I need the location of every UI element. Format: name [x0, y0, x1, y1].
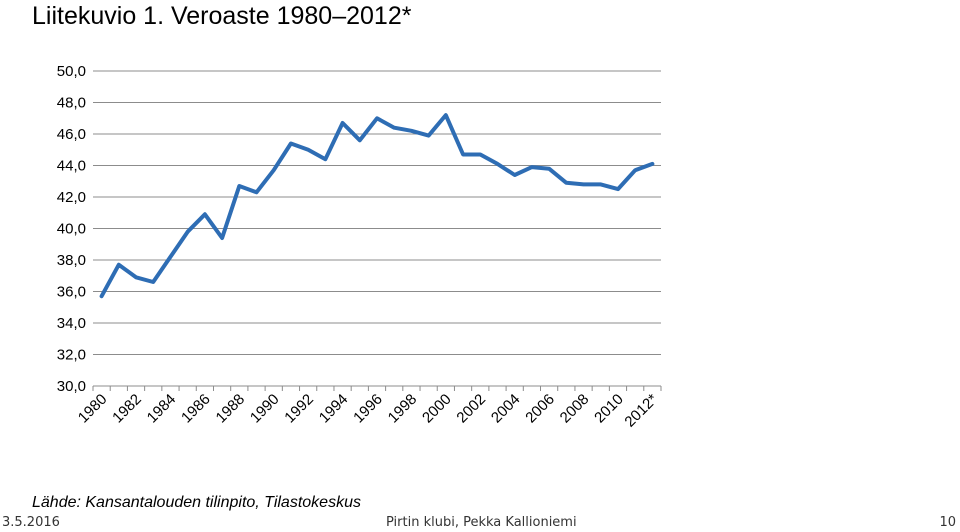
x-tick-label: 2010: [591, 391, 627, 427]
x-tick-label: 1996: [350, 391, 386, 427]
y-tick-label: 48,0: [57, 95, 86, 112]
data-point: [135, 276, 137, 278]
data-point: [634, 169, 636, 171]
data-point: [101, 295, 103, 297]
x-axis-tick-labels: 1980198219841986198819901992199419961998…: [75, 391, 662, 431]
data-point: [169, 256, 171, 258]
data-point: [514, 174, 516, 176]
data-point: [496, 163, 498, 165]
x-tick-label: 2012*: [621, 391, 661, 431]
data-point: [342, 122, 344, 124]
source-note: Lähde: Kansantalouden tilinpito, Tilasto…: [32, 494, 361, 511]
y-tick-label: 40,0: [57, 221, 86, 238]
x-tick-label: 1988: [213, 391, 249, 427]
data-point: [152, 281, 154, 283]
data-point: [410, 130, 412, 132]
data-point: [548, 168, 550, 170]
y-tick-label: 30,0: [57, 378, 86, 395]
data-point: [428, 135, 430, 137]
data-point: [273, 169, 275, 171]
data-point: [204, 213, 206, 215]
y-tick-label: 46,0: [57, 126, 86, 143]
page-title: Liitekuvio 1. Veroaste 1980–2012*: [32, 2, 412, 30]
x-tick-label: 1990: [247, 391, 283, 427]
y-tick-label: 50,0: [57, 63, 86, 80]
data-point: [393, 127, 395, 129]
series-layer: [99, 113, 655, 299]
footer-page-number: 10: [939, 515, 956, 530]
y-tick-label: 36,0: [57, 284, 86, 301]
x-tick-label: 1992: [281, 391, 317, 427]
y-tick-label: 34,0: [57, 315, 86, 332]
data-point: [307, 149, 309, 151]
x-tick-label: 1980: [75, 391, 111, 427]
x-tick-label: 1982: [109, 391, 145, 427]
gridlines: [93, 70, 661, 355]
line-chart: 30,0 32,0 34,0 36,0 38,0 40,0 42,0 44,0 46,0 48,0…: [57, 63, 662, 431]
data-point: [118, 264, 120, 266]
x-tick-label: 1986: [178, 391, 214, 427]
footer-date: 3.5.2016: [2, 515, 60, 530]
x-tick-label: 1994: [316, 391, 352, 427]
y-tick-label: 42,0: [57, 189, 86, 206]
data-point: [187, 231, 189, 233]
x-tick-label: 1984: [144, 391, 180, 427]
y-tick-label: 38,0: [57, 252, 86, 269]
data-point: [256, 191, 258, 193]
data-point: [565, 182, 567, 184]
x-axis: [92, 385, 662, 391]
y-tick-label: 32,0: [57, 347, 86, 364]
data-point: [617, 188, 619, 190]
data-point: [221, 237, 223, 239]
y-axis-tick-labels: 30,0 32,0 34,0 36,0 38,0 40,0 42,0 44,0 46,0 48,0…: [57, 63, 86, 395]
x-tick-label: 2006: [522, 391, 558, 427]
data-point: [600, 183, 602, 185]
data-point: [583, 183, 585, 185]
data-point: [651, 163, 653, 165]
x-tick-label: 2008: [557, 391, 593, 427]
x-tick-label: 2002: [453, 391, 489, 427]
x-tick-label: 2000: [419, 391, 455, 427]
series-line: [99, 113, 655, 299]
y-tick-label: 44,0: [57, 158, 86, 175]
data-point: [445, 114, 447, 116]
data-point: [462, 153, 464, 155]
data-point: [359, 139, 361, 141]
data-point: [376, 117, 378, 119]
footer-presenter: Pirtin klubi, Pekka Kallioniemi: [386, 515, 577, 530]
data-point: [238, 185, 240, 187]
data-point: [324, 158, 326, 160]
data-point: [479, 153, 481, 155]
data-point: [290, 142, 292, 144]
x-tick-label: 2004: [488, 391, 524, 427]
x-tick-label: 1998: [385, 391, 421, 427]
data-point: [531, 166, 533, 168]
